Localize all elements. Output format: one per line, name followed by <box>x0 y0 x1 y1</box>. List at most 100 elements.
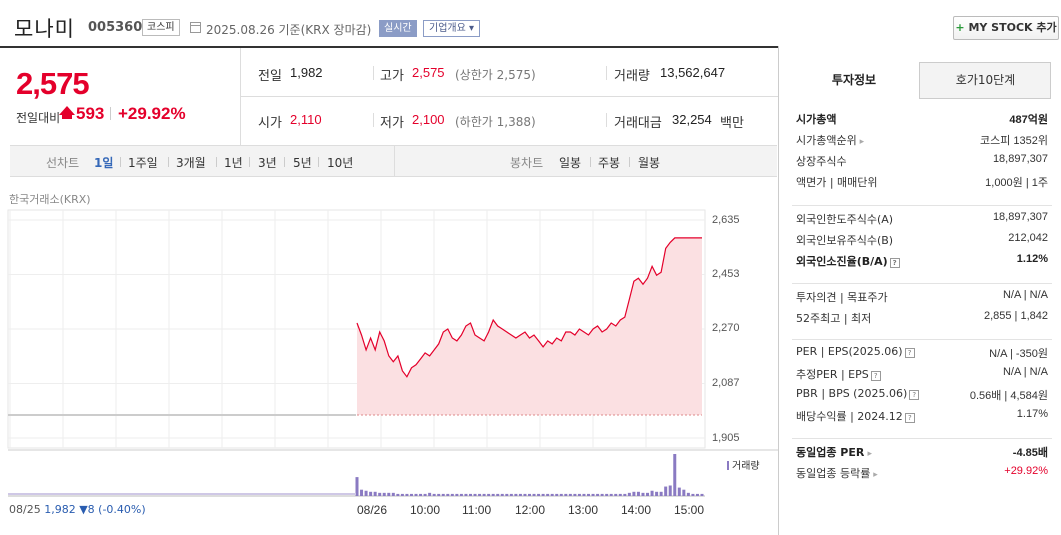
chevron-right-icon: ▸ <box>870 470 878 480</box>
volume-bar <box>632 491 636 496</box>
volume-bar <box>487 493 491 496</box>
price-chart[interactable] <box>0 200 778 500</box>
low-label: 저가 <box>380 116 404 131</box>
volume-bar <box>500 493 504 496</box>
panel-group-divider <box>792 339 1052 340</box>
range-3m[interactable]: 3개월 <box>176 156 206 170</box>
open-label: 시가 <box>258 116 282 131</box>
range-3y[interactable]: 3년 <box>258 156 277 170</box>
line-chart-label: 선차트 <box>46 156 80 170</box>
candle-monthly[interactable]: 월봉 <box>638 156 661 170</box>
info-row-value: N/A | N/A <box>1002 366 1048 378</box>
help-icon[interactable]: ? <box>889 258 900 268</box>
volume-bar <box>587 493 591 496</box>
info-row-value: +29.92% <box>1004 465 1048 477</box>
upper-limit: (상한가 2,575) <box>455 68 536 82</box>
change-value: 593 <box>76 104 105 123</box>
info-row: 외국인소진율(B/A)? 1.12% <box>796 253 1048 273</box>
volume-bar <box>623 493 627 496</box>
candle-chart-label: 봉차트 <box>510 156 544 170</box>
range-sep <box>284 157 285 167</box>
tab-orderbook[interactable]: 호가10단계 <box>955 73 1016 87</box>
y-tick: 2,453 <box>712 268 740 280</box>
company-overview-button[interactable]: 기업개요 ▾ <box>423 20 480 37</box>
info-row: 추정PER | EPS? N/A | N/A <box>796 366 1048 386</box>
candle-weekly[interactable]: 주봉 <box>598 156 621 170</box>
volume-bar <box>609 493 613 496</box>
mystock-label: MY STOCK 추가 <box>968 21 1057 34</box>
volume-bar <box>360 489 364 496</box>
volume-bar <box>641 492 645 496</box>
volume-bar <box>596 493 600 496</box>
volume-bar <box>573 493 577 496</box>
cell-sep <box>373 66 374 80</box>
x-tick: 08/26 <box>357 503 388 517</box>
y-tick: 2,270 <box>712 322 740 334</box>
range-1d[interactable]: 1일 <box>94 156 114 170</box>
volume-bar <box>523 493 527 496</box>
add-mystock-button[interactable]: + MY STOCK 추가 <box>953 16 1059 40</box>
volume-bar <box>700 493 704 496</box>
realtime-button[interactable]: 실시간 <box>379 20 417 37</box>
low-value: 2,100 <box>412 112 445 127</box>
volume-bar <box>473 493 477 496</box>
info-row: 외국인한도주식수(A) 18,897,307 <box>796 211 1048 231</box>
info-row-label: 액면가 | 매매단위 <box>796 176 878 189</box>
info-row: 시가총액 487억원 <box>796 111 1048 131</box>
volume-bar <box>605 493 609 496</box>
volume-bar <box>409 493 413 496</box>
stock-name: 모나미 <box>14 17 75 41</box>
tab-invest-info[interactable]: 투자정보 <box>789 62 920 99</box>
range-10y[interactable]: 10년 <box>327 156 354 170</box>
volume-bar <box>414 493 418 496</box>
help-icon[interactable]: ? <box>904 348 915 358</box>
change-percent: +29.92% <box>118 104 186 123</box>
chevron-right-icon: ▸ <box>856 137 865 147</box>
help-icon[interactable]: ? <box>904 413 915 423</box>
amount-value: 32,254 <box>672 112 712 127</box>
panel-group-divider <box>792 205 1052 206</box>
help-icon[interactable]: ? <box>870 371 881 381</box>
volume-bar <box>695 493 699 496</box>
volume-bar <box>496 493 500 496</box>
range-sep <box>629 157 630 167</box>
cell-sep <box>606 66 607 80</box>
volume-bar <box>464 493 468 496</box>
info-row[interactable]: 동일업종 PER ▸ -4.85배 <box>796 444 1048 464</box>
info-row-value: 1,000원 | 1주 <box>985 177 1048 189</box>
volume-bar <box>677 487 681 496</box>
range-1y[interactable]: 1년 <box>224 156 243 170</box>
range-sep <box>318 157 319 167</box>
info-row: 배당수익률 | 2024.12? 1.17% <box>796 408 1048 428</box>
info-row-label: 시가총액 <box>796 113 837 126</box>
volume-bar <box>355 477 359 496</box>
info-row-value: 18,897,307 <box>992 153 1048 165</box>
range-5y[interactable]: 5년 <box>293 156 312 170</box>
change-label: 전일대비 <box>16 111 61 125</box>
volume-bar <box>564 493 568 496</box>
range-sep <box>249 157 250 167</box>
volume-bar <box>446 493 450 496</box>
candle-daily[interactable]: 일봉 <box>559 156 582 170</box>
chevron-right-icon: ▸ <box>864 449 873 459</box>
range-sep <box>120 157 121 167</box>
volume-legend: 거래량 <box>727 457 760 472</box>
volume-bar <box>686 492 690 496</box>
info-row[interactable]: 시가총액순위 ▸ 코스피 1352위 <box>796 132 1048 152</box>
range-1w[interactable]: 1주일 <box>128 156 158 170</box>
chart-source: 한국거래소(KRX) <box>9 193 91 206</box>
volume-bar <box>659 491 663 496</box>
info-row[interactable]: 동일업종 등락률 ▸ +29.92% <box>796 465 1048 485</box>
high-value: 2,575 <box>412 65 445 80</box>
volume-bar <box>691 493 695 496</box>
help-icon[interactable]: ? <box>909 390 920 400</box>
volume-bar <box>373 491 377 496</box>
volume-bar <box>518 493 522 496</box>
invest-info-panel <box>789 106 1052 488</box>
stock-code: 005360 <box>88 20 143 35</box>
range-sep <box>590 157 591 167</box>
up-arrow-icon <box>59 106 75 115</box>
volume-bar <box>682 489 686 496</box>
plus-icon: + <box>955 21 965 34</box>
volume-bar <box>428 492 432 496</box>
